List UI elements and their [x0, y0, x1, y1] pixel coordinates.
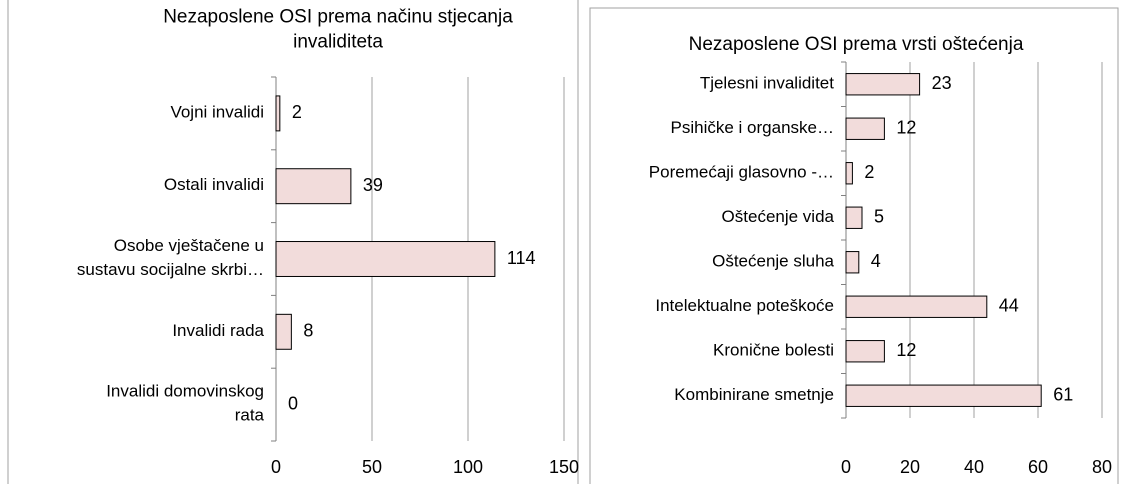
bar: [845, 73, 921, 96]
bar: [275, 95, 281, 132]
y-tick-label: Oštećenje sluha: [712, 252, 834, 271]
panel-border: [589, 7, 1119, 484]
y-tick-label: Poremećaji glasovno -…: [649, 163, 834, 182]
chart-title: Nezaposlene OSI prema vrsti oštećenja: [689, 34, 1024, 55]
data-label: 39: [363, 175, 383, 195]
y-tick-label: Vojni invalidi: [170, 103, 264, 122]
x-tick-label: 0: [841, 457, 851, 477]
data-label: 12: [896, 118, 916, 138]
y-tick-label: Ostali invalidi: [164, 176, 264, 195]
data-label: 4: [871, 251, 881, 271]
bar: [845, 117, 885, 140]
chart-title: Nezaposlene OSI prema načinu stjecanja in…: [163, 7, 513, 53]
bar: [845, 340, 885, 363]
y-tick-label: Invalidi domovinskog rata: [106, 382, 264, 425]
y-tick-label: Tjelesni invaliditet: [700, 74, 834, 93]
bar: [275, 313, 292, 350]
data-label: 5: [874, 207, 884, 227]
bar: [845, 295, 988, 318]
data-label: 114: [507, 248, 536, 268]
x-tick-label: 60: [1028, 457, 1048, 477]
data-label: 23: [932, 73, 952, 93]
x-tick-label: 80: [1092, 457, 1112, 477]
x-tick-label: 100: [453, 457, 483, 477]
x-tick-label: 20: [900, 457, 920, 477]
y-tick-label: Kombinirane smetnje: [674, 385, 834, 404]
bar: [845, 206, 863, 229]
y-tick-label: Invalidi rada: [172, 321, 264, 340]
x-tick-label: 40: [964, 457, 984, 477]
bar: [845, 251, 860, 274]
x-tick-label: 150: [549, 457, 579, 477]
y-tick-label: Psihičke i organske…: [671, 118, 834, 137]
y-tick-label: Osobe vještačene u sustavu socijalne skrb…: [77, 236, 264, 279]
data-label: 8: [303, 321, 313, 341]
x-tick-label: 50: [362, 457, 382, 477]
bar: [275, 241, 496, 277]
data-label: 2: [864, 162, 874, 182]
y-tick-label: Oštećenje vida: [722, 207, 835, 226]
data-label: 0: [288, 393, 298, 413]
y-tick-label: Kronične bolesti: [713, 341, 834, 360]
bar: [275, 168, 352, 205]
data-label: 61: [1053, 385, 1073, 405]
data-label: 2: [292, 102, 302, 122]
bar: [845, 162, 853, 185]
data-label: 44: [999, 296, 1019, 316]
x-tick-label: 0: [271, 457, 281, 477]
data-label: 12: [896, 340, 916, 360]
y-tick-label: Intelektualne poteškoće: [655, 296, 834, 315]
bar: [845, 384, 1042, 407]
